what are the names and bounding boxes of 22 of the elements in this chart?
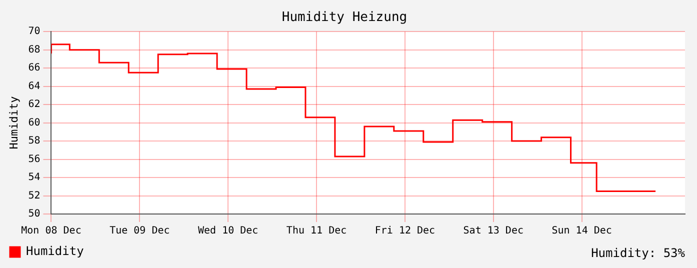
y-tick-label: 58 xyxy=(28,136,40,147)
chart-title: Humidity Heizung xyxy=(282,10,408,26)
y-tick-label: 66 xyxy=(28,62,40,74)
y-tick-label: 62 xyxy=(28,99,40,110)
y-tick-label: 70 xyxy=(28,26,40,38)
y-tick-label: 64 xyxy=(28,80,40,92)
text: Humidity: 53% xyxy=(591,246,686,260)
y-tick-label: 54 xyxy=(28,172,40,184)
x-tick-label: Mon 08 Dec xyxy=(21,226,82,237)
x-tick-label: Thu 11 Dec xyxy=(286,226,347,237)
y-axis-title: Humidity xyxy=(7,96,20,150)
x-tick-label: Sat 13 Dec xyxy=(463,226,524,237)
y-tick-label: 60 xyxy=(28,117,40,128)
y-tick-label: 52 xyxy=(28,190,40,202)
y-tick-label: 56 xyxy=(28,154,40,165)
legend-label: Humidity xyxy=(26,244,84,258)
x-tick-label: Fri 12 Dec xyxy=(374,226,436,237)
x-tick-label: Sun 14 Dec xyxy=(552,226,612,237)
y-tick-label: 68 xyxy=(28,44,40,56)
y-tick-label: 50 xyxy=(28,208,40,220)
x-tick-label: Tue 09 Dec xyxy=(110,226,170,237)
x-tick-label: Wed 10 Dec xyxy=(198,226,258,237)
